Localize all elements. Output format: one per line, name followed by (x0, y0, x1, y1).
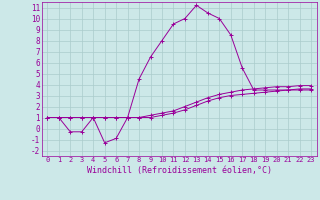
X-axis label: Windchill (Refroidissement éolien,°C): Windchill (Refroidissement éolien,°C) (87, 166, 272, 175)
